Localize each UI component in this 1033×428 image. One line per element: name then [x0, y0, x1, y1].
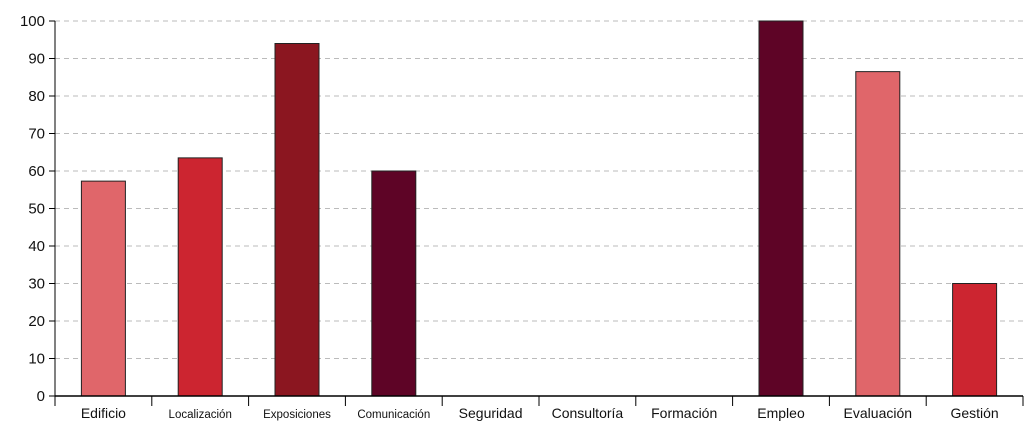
- y-tick-label: 0: [37, 388, 45, 405]
- y-tick-label: 50: [28, 201, 45, 218]
- y-tick-label: 100: [20, 13, 45, 30]
- x-tick-label: Empleo: [757, 405, 805, 421]
- tick-labels: 0 10 20 30 40 50 60 70 80 90 100 Edificio Localizaci…: [20, 13, 999, 421]
- x-tick-label: Seguridad: [459, 405, 523, 421]
- y-tick-label: 70: [28, 126, 45, 143]
- axes: [49, 20, 1024, 406]
- x-tick-label: Formación: [651, 405, 717, 421]
- y-tick-label: 60: [28, 163, 45, 180]
- x-tick-label: Exposiciones: [263, 409, 331, 421]
- x-tick-label: Localización: [169, 409, 232, 421]
- y-tick-label: 80: [28, 88, 45, 105]
- bars: [80, 20, 998, 397]
- x-tick-label: Consultoría: [552, 405, 624, 421]
- bar-0: [80, 180, 126, 397]
- x-tick-label: Comunicación: [357, 409, 430, 421]
- bar-3: [371, 170, 417, 397]
- bar-7: [758, 20, 804, 397]
- y-tick-label: 20: [28, 313, 45, 330]
- y-tick-label: 90: [28, 51, 45, 68]
- bar-2: [274, 43, 320, 397]
- x-tick-label: Evaluación: [844, 405, 913, 421]
- y-tick-label: 40: [28, 238, 45, 255]
- bar-8: [855, 71, 901, 397]
- y-tick-label: 30: [28, 276, 45, 293]
- bar-9: [952, 283, 998, 397]
- x-tick-label: Gestión: [950, 405, 998, 421]
- x-tick-label: Edificio: [81, 405, 126, 421]
- bar-1: [177, 157, 223, 397]
- y-tick-label: 10: [28, 351, 45, 368]
